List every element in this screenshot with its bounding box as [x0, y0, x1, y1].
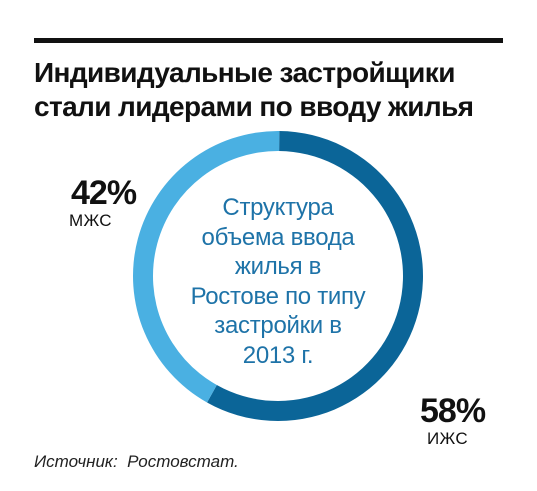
chart-title-line-1: Индивидуальные застройщики	[34, 57, 455, 88]
chart-title: Индивидуальные застройщики стали лидерам…	[34, 56, 514, 124]
center-label-line-4: Ростове по типу	[190, 282, 366, 310]
center-label-line-6: 2013 г.	[242, 341, 314, 369]
chart-title-line-2: стали лидерами по вводу жилья	[34, 91, 474, 122]
donut-slice-mzhs	[133, 131, 280, 403]
center-label-line-2: объема ввода	[201, 223, 355, 251]
center-label: Структура объема ввода жилья в Ростове п…	[178, 193, 378, 370]
top-rule	[34, 38, 503, 43]
donut-slice-izhs	[207, 131, 424, 422]
izhs-percent-label: 58%	[420, 392, 486, 430]
center-label-line-5: застройки в	[214, 312, 342, 339]
mzhs-percent-label: 42%	[71, 174, 137, 212]
source-note: Источник: Ростовстат.	[34, 452, 239, 471]
mzhs-category-label: МЖС	[69, 211, 112, 230]
center-label-line-1: Структура	[222, 194, 334, 221]
center-label-line-3: жилья в	[234, 253, 322, 280]
izhs-category-label: ИЖС	[427, 429, 468, 448]
